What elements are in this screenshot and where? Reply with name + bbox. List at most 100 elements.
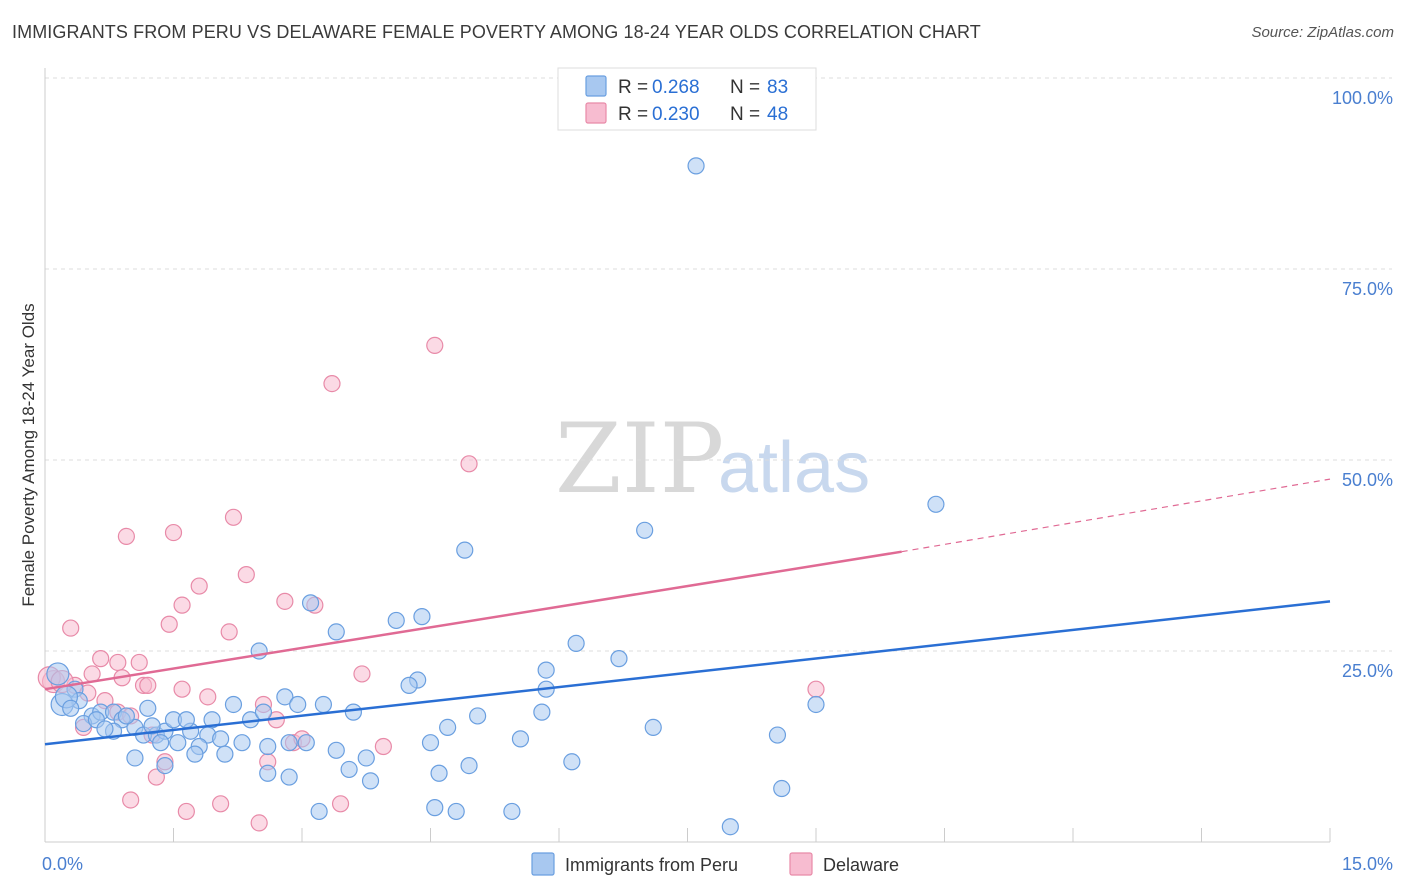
delaware-point	[177, 802, 195, 821]
peru-point	[259, 764, 277, 782]
peru-point	[460, 756, 478, 775]
peru-point	[413, 608, 431, 626]
delaware-point	[199, 688, 217, 706]
legend: R = 0.268 N = 83 R = 0.230 N = 48	[557, 67, 817, 131]
delaware-point	[224, 508, 243, 526]
peru-point	[387, 611, 405, 630]
delaware-point	[147, 768, 165, 786]
chart-title: IMMIGRANTS FROM PERU VS DELAWARE FEMALE …	[12, 22, 981, 42]
x-tick-label: 15.0%	[1342, 854, 1393, 874]
delaware-point	[62, 619, 80, 637]
peru-point	[636, 521, 654, 539]
bottom-legend-swatch-blue	[531, 852, 555, 876]
legend-r-label-1: R =	[618, 77, 648, 98]
legend-r-value-2: 0.230	[652, 104, 700, 125]
peru-point	[276, 688, 294, 706]
peru-point	[96, 720, 114, 738]
peru-point	[126, 749, 144, 767]
delaware-point	[173, 680, 191, 698]
peru-point	[297, 734, 315, 752]
peru-point	[768, 726, 787, 744]
bottom-legend: Immigrants from Peru Delaware	[531, 852, 899, 876]
peru-point	[687, 157, 705, 175]
x-axis-ticks	[44, 828, 1331, 842]
delaware-point	[109, 653, 127, 672]
delaware-point	[130, 653, 148, 672]
peru-point	[447, 802, 465, 821]
peru-point	[357, 749, 375, 767]
peru-point	[644, 718, 662, 737]
peru-point	[152, 734, 170, 752]
peru-point	[927, 495, 945, 513]
delaware-point	[237, 565, 255, 584]
peru-point	[212, 730, 230, 748]
peru-point	[340, 760, 358, 779]
delaware-point	[250, 814, 268, 832]
peru-point	[567, 634, 585, 652]
y-tick-label: 50.0%	[1342, 470, 1393, 490]
peru-point	[156, 756, 174, 775]
legend-n-label-2: N =	[730, 104, 760, 125]
peru-point	[511, 730, 530, 748]
peru-point	[807, 695, 825, 714]
peru-point	[439, 718, 457, 737]
delaware-point	[220, 623, 238, 641]
delaware-point	[374, 737, 392, 756]
peru-point	[177, 711, 195, 729]
delaware-trendline	[44, 550, 902, 691]
grid-lines	[45, 77, 1392, 652]
delaware-point	[807, 680, 825, 698]
y-tick-label: 75.0%	[1342, 279, 1393, 299]
peru-point	[400, 676, 418, 694]
peru-point	[233, 734, 251, 752]
x-axis-tick-labels: 0.0% 15.0%	[42, 854, 1393, 874]
delaware-point	[92, 650, 110, 668]
delaware-point	[353, 665, 371, 683]
chart-source: Source: ZipAtlas.com	[1251, 24, 1394, 41]
delaware-point	[160, 615, 178, 633]
peru-point	[563, 753, 581, 771]
peru-point	[327, 741, 345, 759]
peru-point	[310, 802, 328, 821]
bottom-legend-label-peru: Immigrants from Peru	[565, 855, 738, 875]
legend-n-value-1: 83	[767, 77, 788, 98]
legend-swatch-blue	[585, 75, 607, 97]
peru-point	[289, 695, 307, 714]
trend-lines	[44, 478, 1331, 746]
peru-point	[203, 711, 221, 729]
bottom-legend-swatch-pink	[789, 852, 813, 876]
peru-point	[610, 650, 628, 668]
peru-point	[773, 779, 791, 798]
y-tick-label: 100.0%	[1332, 88, 1393, 108]
legend-r-label-2: R =	[618, 104, 648, 125]
peru-point	[421, 734, 440, 752]
peru-point	[139, 699, 157, 717]
peru-point	[456, 541, 474, 559]
watermark-zip: ZIP	[555, 403, 724, 515]
watermark-atlas: atlas	[718, 428, 870, 508]
peru-point	[314, 695, 333, 714]
delaware-point	[117, 527, 135, 546]
legend-n-label-1: N =	[730, 77, 760, 98]
legend-r-value-1: 0.268	[652, 77, 700, 98]
peru-point	[469, 707, 487, 725]
legend-n-value-2: 48	[767, 104, 788, 125]
delaware-point	[460, 455, 478, 473]
y-axis-tick-labels: 25.0% 50.0% 75.0% 100.0%	[1332, 88, 1393, 681]
peru-point	[426, 799, 444, 817]
peru-point	[537, 661, 555, 679]
peru-point	[327, 623, 345, 641]
peru-point	[62, 699, 80, 717]
peru-point	[117, 707, 135, 725]
delaware-point	[190, 577, 208, 595]
peru-point	[721, 818, 739, 836]
delaware-point	[426, 336, 444, 354]
peru-point	[361, 772, 380, 790]
peru-point	[280, 734, 298, 752]
peru-point	[280, 768, 298, 786]
peru-point	[46, 662, 70, 686]
delaware-point	[331, 795, 350, 813]
peru-point	[533, 703, 551, 721]
delaware-point	[139, 676, 157, 694]
